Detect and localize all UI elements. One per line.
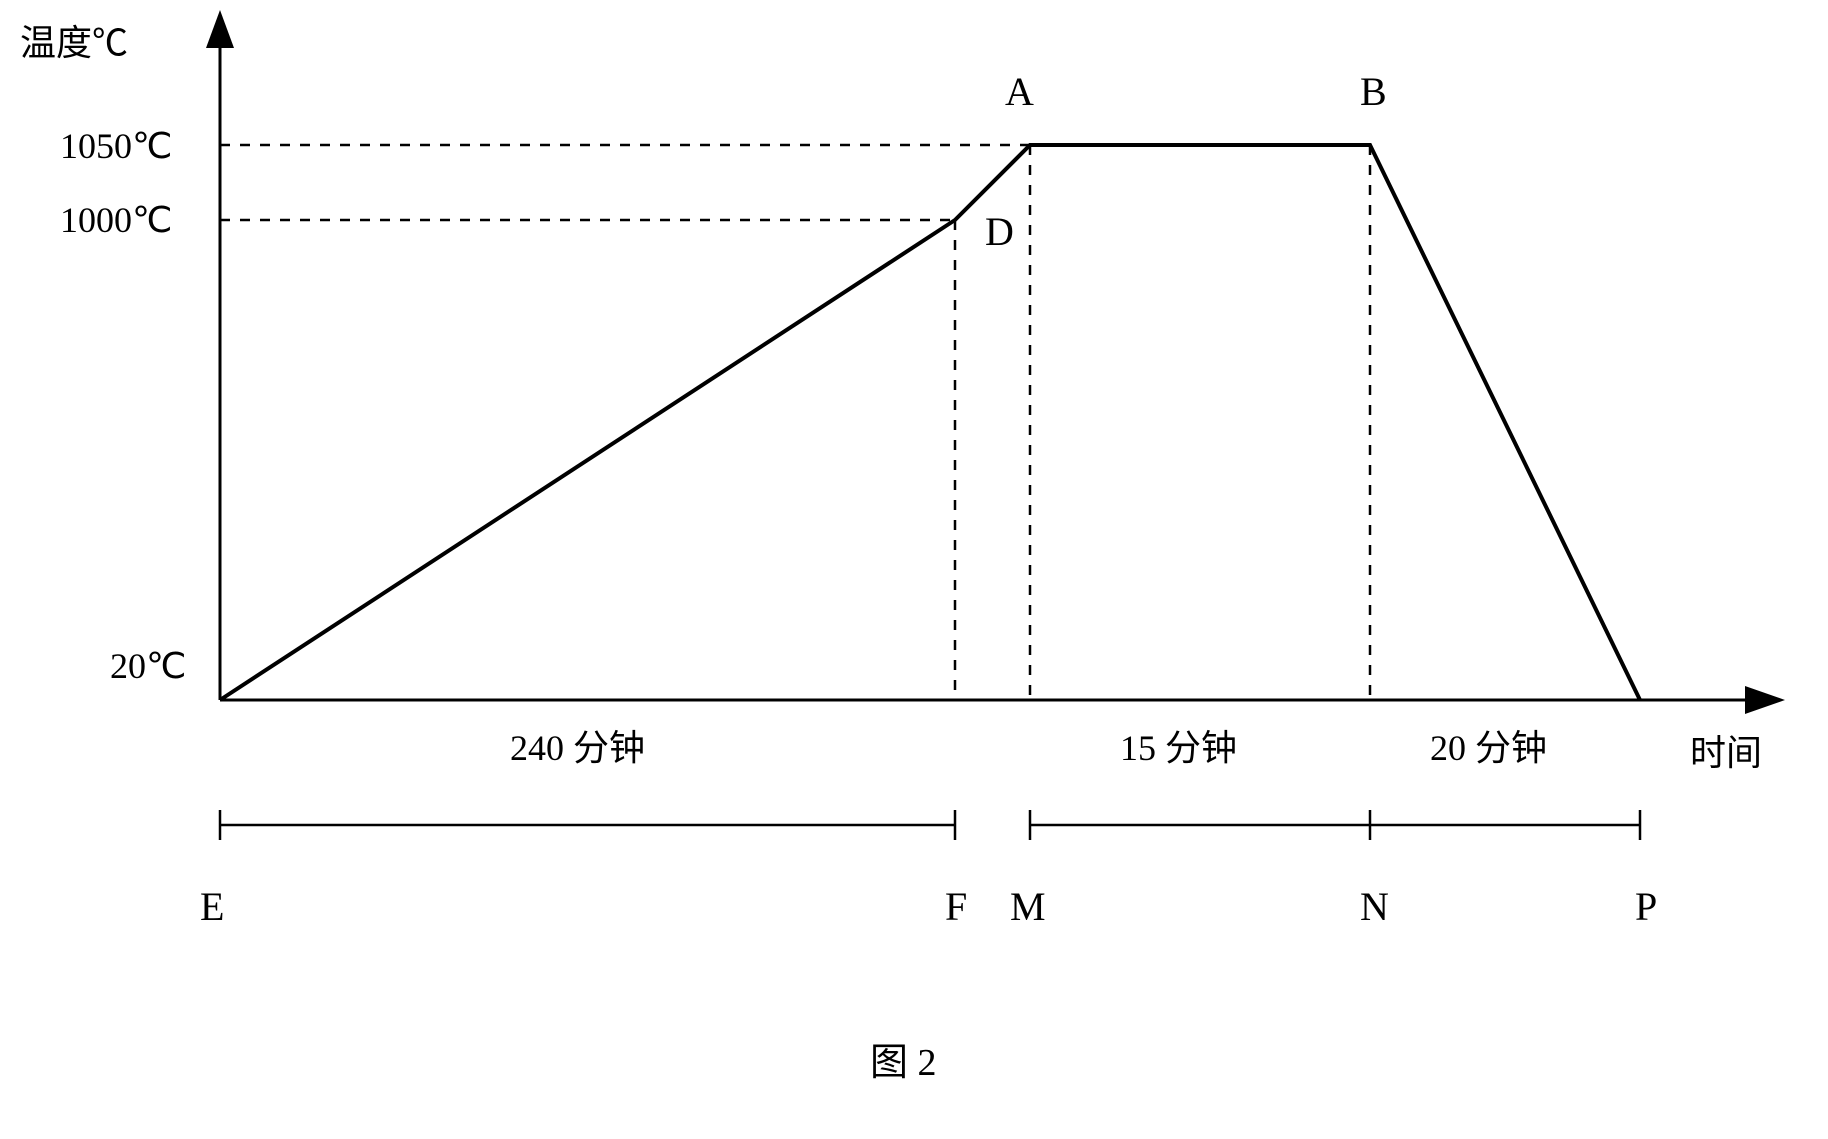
bottom-label-P: P bbox=[1635, 884, 1657, 929]
bottom-label-E: E bbox=[200, 884, 224, 929]
x-axis-arrowhead bbox=[1745, 686, 1785, 714]
interval-label-20: 20 分钟 bbox=[1430, 728, 1547, 768]
y-axis bbox=[206, 10, 234, 700]
y-tick-1050: 1050℃ bbox=[60, 126, 172, 166]
y-axis-arrowhead bbox=[206, 10, 234, 48]
interval-bar-EF bbox=[220, 810, 955, 840]
temperature-time-diagram: 温度℃ 1050℃ 1000℃ 20℃ 时间 A B D 240 分钟 15 分… bbox=[0, 0, 1828, 1139]
dashed-guides bbox=[220, 145, 1370, 700]
y-axis-label: 温度℃ bbox=[20, 23, 128, 63]
point-label-D: D bbox=[985, 209, 1014, 254]
temperature-curve bbox=[220, 145, 1640, 700]
bottom-label-F: F bbox=[945, 884, 967, 929]
y-tick-1000: 1000℃ bbox=[60, 200, 172, 240]
bottom-label-N: N bbox=[1360, 884, 1389, 929]
interval-label-240: 240 分钟 bbox=[510, 728, 645, 768]
x-axis bbox=[220, 686, 1785, 714]
point-label-B: B bbox=[1360, 69, 1387, 114]
interval-label-15: 15 分钟 bbox=[1120, 728, 1237, 768]
y-tick-20: 20℃ bbox=[110, 646, 186, 686]
x-axis-label: 时间 bbox=[1690, 733, 1762, 773]
figure-caption: 图 2 bbox=[870, 1042, 937, 1084]
bottom-label-M: M bbox=[1010, 884, 1046, 929]
diagram-svg: 温度℃ 1050℃ 1000℃ 20℃ 时间 A B D 240 分钟 15 分… bbox=[0, 0, 1828, 1139]
point-label-A: A bbox=[1005, 69, 1034, 114]
interval-bar-MP bbox=[1030, 810, 1640, 840]
